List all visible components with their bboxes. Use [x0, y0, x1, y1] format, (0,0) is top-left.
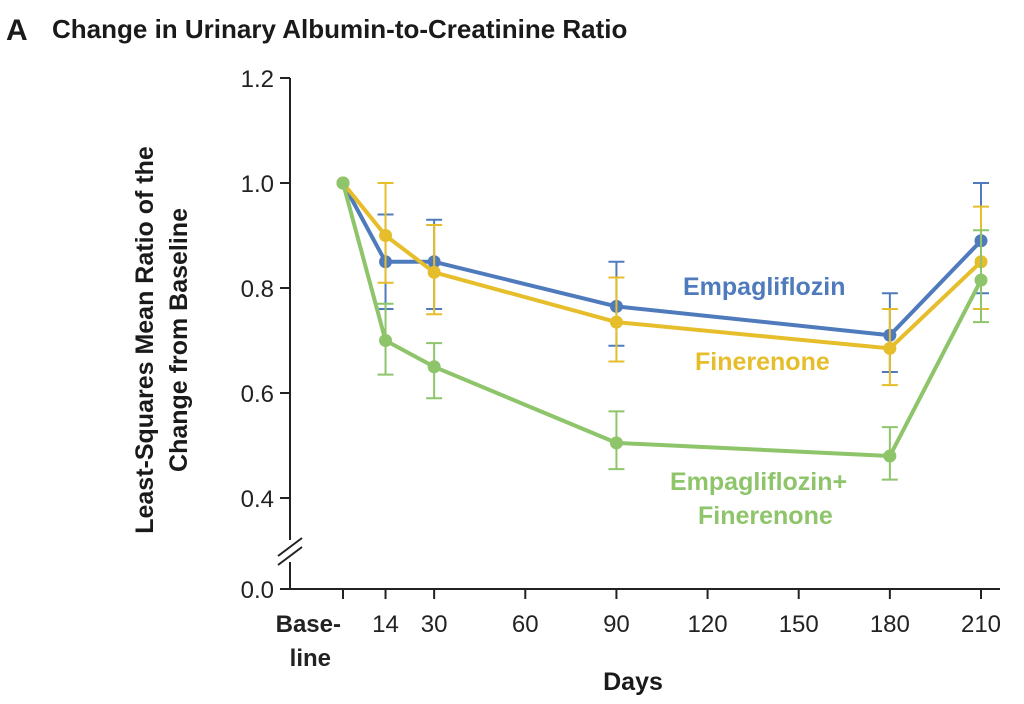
y-tick-label: 0.8	[241, 276, 274, 303]
y-tick-label: 0.4	[241, 486, 274, 513]
data-point	[609, 436, 623, 450]
y-tick-label: 0.6	[241, 381, 274, 408]
series-line	[341, 181, 983, 351]
series-line	[341, 182, 983, 458]
data-point	[379, 334, 393, 347]
chart-title: Change in Urinary Albumin-to-Creatinine …	[52, 14, 627, 44]
y-tick-label: 0.0	[241, 577, 274, 604]
axis-break-mark	[277, 546, 303, 566]
x-tick-label: Base-	[276, 611, 341, 638]
data-point	[974, 273, 988, 287]
series-1	[336, 176, 989, 387]
data-point	[427, 265, 441, 279]
y-axis-title: Least-Squares Mean Ratio of the	[131, 146, 159, 534]
x-tick-label: 180	[870, 611, 910, 638]
x-tick-label: 210	[961, 611, 1001, 638]
series-labels: Empagliflozin Finerenone Empagliflozin+ Fin…	[670, 273, 847, 530]
x-tick-label: 30	[421, 611, 448, 638]
y-tick-label: 1.2	[241, 66, 274, 93]
series-label: Empagliflozin	[683, 273, 846, 301]
axis-break-mark	[277, 537, 303, 557]
series-2	[336, 176, 989, 481]
x-tick-label: 120	[688, 611, 728, 638]
panel-letter: A	[6, 14, 28, 47]
data-point	[427, 360, 441, 374]
data-point	[883, 341, 897, 355]
data-point	[883, 449, 897, 463]
x-tick-label: 60	[512, 611, 539, 638]
x-tick-label: line	[290, 645, 331, 672]
x-axis-title: Days	[603, 668, 663, 696]
y-axis-title: Change from Baseline	[165, 208, 193, 472]
series-layer	[336, 176, 989, 481]
data-point	[609, 315, 623, 329]
data-point	[336, 176, 350, 190]
series-label: Finerenone	[695, 348, 830, 376]
data-point	[379, 229, 393, 242]
series-line	[341, 182, 983, 338]
x-tick-label: 14	[372, 611, 399, 638]
x-tick-label: 90	[603, 611, 630, 638]
series-label: Empagliflozin+	[670, 468, 847, 496]
y-tick-label: 1.0	[241, 171, 274, 198]
x-tick-label: 150	[779, 611, 819, 638]
series-label: Finerenone	[698, 502, 833, 530]
